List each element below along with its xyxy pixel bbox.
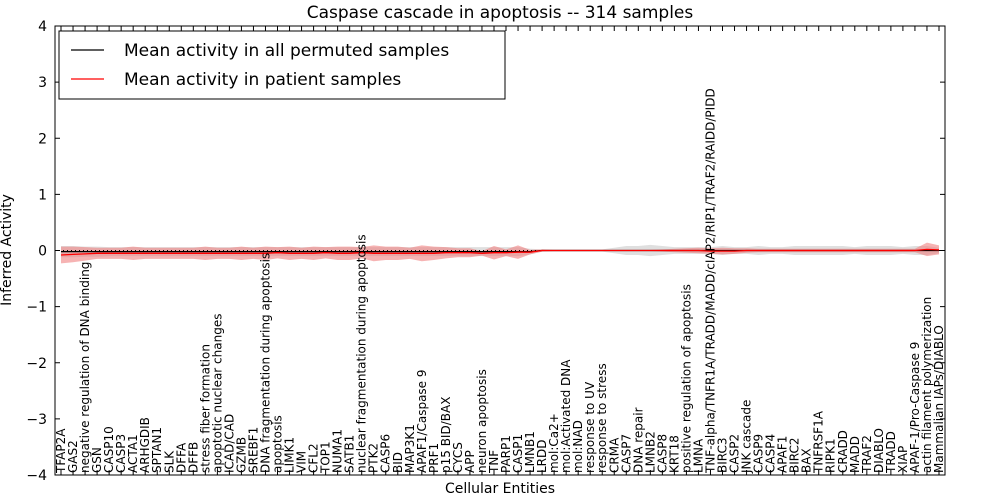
x-tick-label: LMNB2 [643,431,657,473]
y-tick-label: 1 [38,187,47,203]
x-tick-label: CRADD [836,430,850,473]
x-tick-label: Mammalian IAPs/DIABLO [932,325,946,473]
x-tick-label: CASP6 [379,434,393,473]
x-tick-label: CASP3 [114,434,128,473]
x-tick-label: negative regulation of DNA binding [78,262,92,473]
x-tick-label: PRF1 [427,443,441,473]
x-tick-label: TOP1 [319,441,333,474]
series-line-patient [60,248,940,256]
y-tick-label: 2 [38,131,47,147]
x-tick-label: SPTAN1 [150,427,164,473]
legend-box [58,30,506,100]
x-axis-title: Cellular Entities [445,481,555,497]
x-tick-label: nuclear fragmentation during apoptosis [355,234,369,473]
y-tick-label: 3 [38,75,47,91]
x-tick-label: BAX [800,448,814,473]
x-tick-label: TNF [487,450,501,474]
x-tick-label: TRAF2 [860,435,874,474]
x-tick-label: SREBF1 [246,427,260,473]
x-tick-label: DNA fragmentation during apoptosis [259,253,273,473]
x-tick-label: neuron apoptosis [475,369,489,473]
x-tick-label: CASP1 [511,434,525,473]
x-tick-label: XIAP [896,446,910,473]
x-tick-label: mol:Ca2+ [547,413,561,473]
x-tick-label: GZMB [234,437,248,473]
y-tick-label: −1 [26,300,47,316]
x-tick-label: SATB1 [343,435,357,473]
x-tick-label: CASP9 [752,434,766,473]
x-tick-label: stress fiber formation [198,344,212,473]
x-tick-label: NUMA1 [331,429,345,473]
y-tick-label: −4 [26,468,47,484]
x-tick-label: JNK cascade [740,400,754,474]
x-tick-label: GSN [90,447,104,473]
x-tick-label: CASP7 [619,434,633,473]
x-tick-label: TNFRSF1A [812,410,826,474]
x-tick-label: CASP2 [728,434,742,473]
x-tick-label: apoptosis [271,415,285,473]
x-tick-label: PTK2 [367,443,381,473]
x-tick-label: BIRC3 [716,437,730,473]
chart-title: Caspase cascade in apoptosis -- 314 samp… [307,3,694,23]
x-tick-label: CASP8 [655,434,669,473]
x-tick-label: CYCS [451,442,465,473]
x-tick-label: MADD [848,436,862,473]
x-tick-label: CFL2 [307,443,321,473]
x-tick-label: APAF-1/Pro-Caspase 9 [908,342,922,473]
x-tick-label: CASP10 [102,426,116,473]
x-tick-label: mol:Activated DNA [559,359,573,473]
x-tick-label: DFFB [186,442,200,473]
x-tick-label: MAP3K1 [403,424,417,473]
x-tick-label: BIRC2 [788,437,802,473]
x-tick-label: LIMK1 [283,437,297,473]
legend: Mean activity in all permuted samples Me… [58,30,506,100]
series-lines [60,248,940,256]
y-tick-label: 0 [38,244,47,260]
x-tick-label: DFFA [174,442,188,473]
legend-label-permuted: Mean activity in all permuted samples [124,41,449,61]
y-tick-label: −3 [26,412,47,428]
x-tick-label: ARHGDIB [138,417,152,473]
x-tick-label: CASP4 [764,434,778,473]
x-tick-label: TFAP2A [54,428,68,474]
x-tick-label: SLK [162,450,176,473]
x-tick-label: ACTA1 [126,434,140,473]
x-tick-label: LMNA [691,438,705,473]
x-tick-label: ICAD/CAD [222,414,236,473]
x-tick-label: actin filament polymerization [920,297,934,473]
x-tick-label: apoptotic nuclear changes [210,314,224,473]
y-axis-title: Inferred Activity [0,194,15,306]
x-tick-label: response to UV [583,381,597,473]
x-tick-label: positive regulation of apoptosis [679,284,693,473]
x-tick-label: LMNB1 [523,431,537,473]
legend-label-patient: Mean activity in patient samples [124,70,401,90]
x-tick-label: BID [391,452,405,473]
x-tick-label: RIPK1 [824,438,838,473]
x-tick-label: DIABLO [872,428,886,473]
x-tick-label: APP [463,450,477,473]
y-tick-label: 4 [38,19,47,35]
x-tick-label: p15 BID/BAX [439,397,453,473]
x-tick-label: KRT18 [667,435,681,473]
x-tick-label: TNF-alpha/TNFR1A/TRADD/MADD/cIAP2/RIP1/T… [704,88,718,474]
x-tick-label: VIM [295,451,309,473]
y-axis: −4 −3 −2 −1 0 1 2 3 4 [26,19,945,484]
x-tick-label: APAF1 [776,436,790,473]
x-tick-label: TRADD [884,431,898,474]
x-tick-label: LRDD [535,439,549,473]
x-tick-label: DNA repair [631,407,645,473]
x-tick-label: response to stress [595,363,609,473]
x-tick-label: mol:NAD [571,420,585,473]
x-tick-label: PARP1 [499,435,513,473]
x-tick-label: GAS2 [66,440,80,473]
x-tick-label: CRMA [607,437,621,473]
y-tick-label: −2 [26,356,47,372]
x-tick-label: APAF1/Caspase 9 [415,369,429,473]
